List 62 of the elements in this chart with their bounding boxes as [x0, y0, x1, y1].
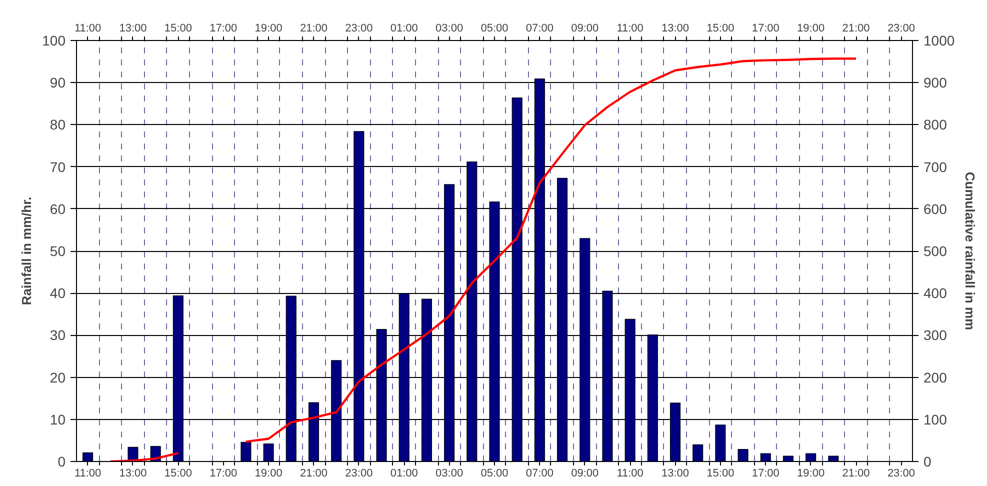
y2-tick-label: 900	[924, 74, 948, 91]
category-label: 11:00	[74, 22, 102, 34]
x-tick-label: 21:00	[842, 468, 870, 480]
y2-tick-label: 500	[924, 243, 948, 259]
y2-tick-label: 600	[924, 200, 948, 217]
category-label: 19:00	[254, 22, 282, 34]
category-label: 01:00	[390, 22, 418, 34]
x-tick-label: 05:00	[480, 468, 508, 480]
category-label: 19:00	[797, 22, 825, 34]
y2-tick-label: 100	[924, 411, 948, 428]
x-tick-label: 23:00	[345, 468, 373, 480]
category-label: 21:00	[300, 22, 328, 34]
category-label: 21:00	[842, 22, 870, 34]
x-tick-label: 15:00	[164, 468, 192, 480]
y2-tick-label: 700	[924, 158, 948, 175]
y-tick-label: 20	[50, 369, 66, 386]
x-tick-label: 23:00	[887, 468, 915, 480]
x-tick-label: 17:00	[752, 468, 780, 480]
category-label: 17:00	[210, 22, 238, 34]
category-label: 15:00	[706, 22, 734, 34]
x-tick-label: 07:00	[526, 468, 554, 480]
y-tick-label: 10	[50, 411, 66, 428]
y-tick-label: 50	[50, 243, 66, 259]
y-tick-label: 100	[42, 32, 66, 48]
x-tick-label: 09:00	[571, 468, 599, 480]
x-tick-label: 13:00	[661, 468, 690, 480]
category-label: 03:00	[436, 22, 464, 34]
x-tick-label: 13:00	[119, 468, 147, 480]
x-tick-label: 19:00	[797, 468, 825, 480]
y-axis-title: Rainfall in mm/hr.	[19, 196, 34, 306]
y2-axis-title: Cumulative rainfall in mm	[962, 172, 978, 330]
category-label: 23:00	[887, 22, 915, 34]
y-tick-label: 40	[50, 285, 66, 302]
y2-tick-label: 0	[924, 454, 932, 470]
y-tick-label: 30	[50, 327, 66, 344]
category-label: 11:00	[616, 22, 644, 34]
x-tick-label: 03:00	[436, 468, 464, 480]
category-label: 23:00	[345, 22, 373, 34]
y2-tick-label: 400	[924, 285, 948, 302]
category-label: 17:00	[752, 22, 780, 34]
category-label: 09:00	[571, 22, 599, 34]
y-tick-label: 90	[50, 74, 66, 91]
category-label: 13:00	[119, 22, 147, 34]
x-tick-label: 19:00	[254, 468, 282, 480]
y-tick-label: 0	[58, 454, 66, 470]
y2-tick-label: 1000	[924, 32, 955, 48]
category-label: 07:00	[526, 22, 554, 34]
category-label: 15:00	[164, 22, 192, 34]
y-tick-label: 60	[50, 200, 66, 217]
x-tick-label: 11:00	[616, 468, 644, 480]
y2-tick-label: 200	[924, 369, 948, 386]
x-tick-label: 15:00	[706, 468, 734, 480]
y2-tick-label: 800	[924, 116, 948, 133]
x-tick-label: 21:00	[300, 468, 328, 480]
y-tick-label: 80	[50, 116, 66, 133]
x-tick-label: 01:00	[390, 468, 418, 480]
y2-tick-label: 300	[924, 327, 948, 344]
x-tick-label: 17:00	[210, 468, 238, 480]
category-label: 05:00	[480, 22, 508, 34]
x-tick-label: 11:00	[74, 468, 102, 480]
category-label: 13:00	[661, 22, 690, 34]
y-tick-label: 70	[50, 158, 66, 175]
